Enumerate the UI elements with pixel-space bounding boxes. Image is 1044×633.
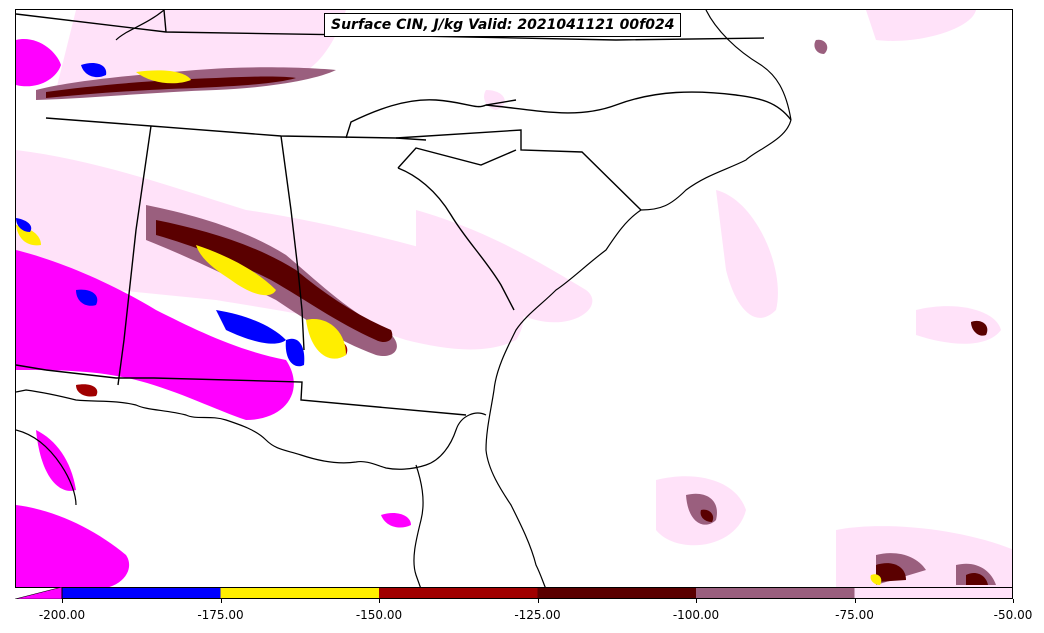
colorbar-tick-label: -175.00: [197, 608, 244, 622]
cin-light-pink-regions: [16, 10, 1012, 587]
colorbar-tick-mark: [379, 599, 380, 603]
colorbar-tick-label: -150.00: [355, 608, 403, 622]
coastline: [16, 10, 792, 587]
colorbar-tick-mark: [696, 599, 697, 603]
colorbar-tick-label: -200.00: [38, 608, 86, 622]
colorbar-segment: [537, 587, 696, 599]
cin-yellow-regions: [16, 70, 882, 585]
colorbar-segment: [62, 587, 221, 599]
cin-dark-red-regions: [46, 76, 988, 585]
colorbar-tick-mark: [220, 599, 222, 603]
colorbar-tick-mark: [854, 599, 856, 603]
colorbar: [15, 587, 1013, 599]
colorbar-extend-min: [15, 587, 63, 599]
map-title: Surface CIN, J/kg Valid: 2021041121 00f0…: [324, 13, 682, 37]
colorbar-segment: [696, 587, 855, 599]
cin-map: [16, 10, 1012, 587]
cin-blue-regions: [16, 63, 305, 367]
colorbar-tick-label: -75.00: [835, 608, 874, 622]
colorbar-tick-mark: [1013, 599, 1014, 603]
colorbar-segment: [379, 587, 538, 599]
colorbar-segment: [854, 587, 1013, 599]
colorbar-frame: [61, 587, 1013, 599]
colorbar-tick-label: -125.00: [514, 608, 561, 622]
colorbar-tick-mark: [62, 599, 63, 603]
map-panel: [15, 9, 1013, 588]
colorbar-segment: [220, 587, 379, 599]
colorbar-tick-label: -50.00: [993, 608, 1033, 622]
colorbar-tick-mark: [537, 599, 539, 603]
colorbar-tick-label: -100.00: [672, 608, 720, 622]
